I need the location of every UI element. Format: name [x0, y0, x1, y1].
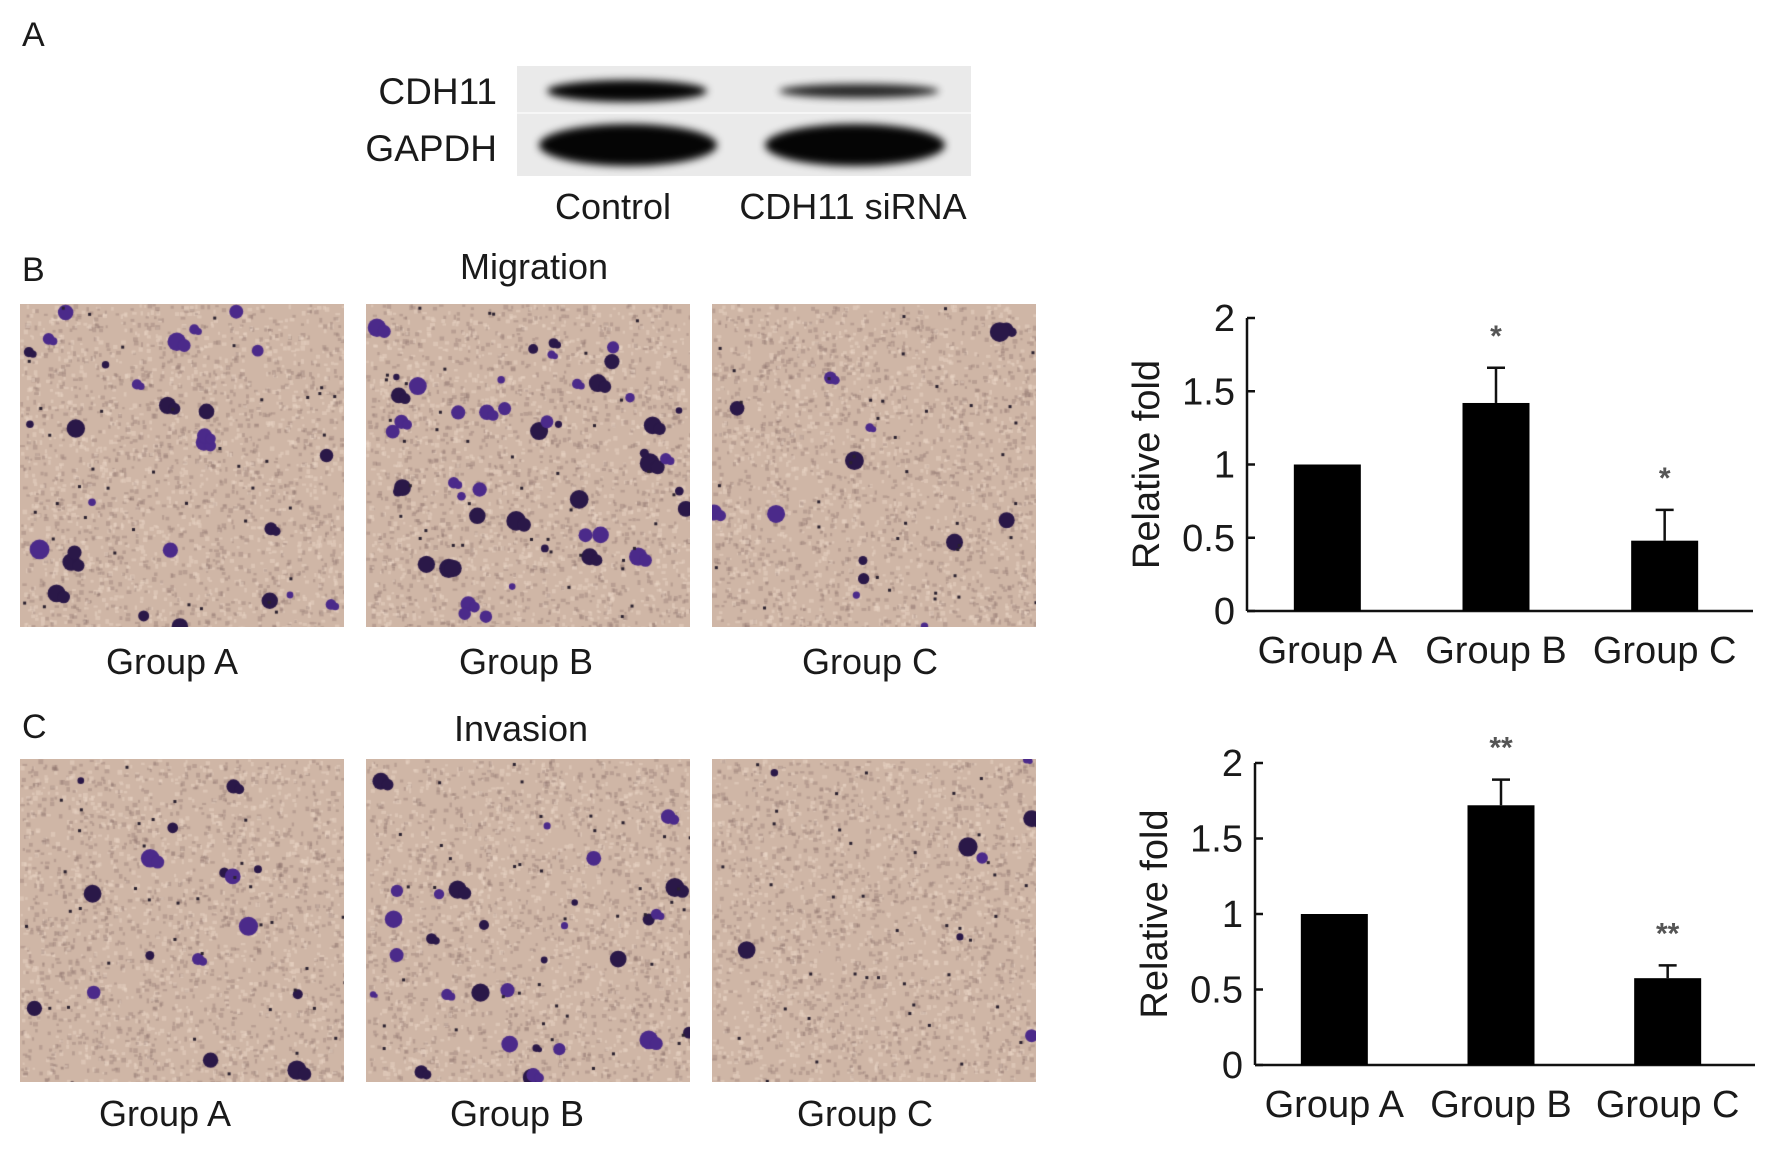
migration-image-group-a: [20, 304, 344, 627]
bar-group-c: [1634, 978, 1702, 1065]
band-gapdh-sirna: [765, 124, 945, 166]
significance-marker: *: [1659, 462, 1671, 495]
western-blot-image: [517, 66, 971, 176]
x-tick-label: Group C: [1593, 630, 1737, 672]
significance-marker: **: [1656, 917, 1680, 950]
invasion-label-group-b: Group B: [449, 1093, 585, 1134]
x-tick-label: Group B: [1430, 1084, 1572, 1126]
y-tick-label: 0.5: [1190, 970, 1243, 1012]
panel-label-c: C: [22, 708, 47, 746]
migration-image-group-c: [712, 304, 1036, 627]
x-tick-label: Group A: [1258, 630, 1398, 672]
panel-label-a: A: [22, 16, 45, 54]
micrograph-texture: [712, 759, 1036, 1082]
invasion-title: Invasion: [453, 708, 589, 749]
chart-c: 0 0.5 1 1.5 2 Relative fold Group A ** Group B **…: [1134, 732, 1755, 1126]
band-cdh11-control: [547, 80, 707, 102]
migration-label-group-b: Group B: [458, 641, 594, 682]
y-tick-label: 2: [1214, 298, 1235, 340]
micrograph-texture: [712, 304, 1036, 627]
y-tick-label: 0: [1214, 591, 1235, 633]
x-tick-label: Group C: [1596, 1084, 1740, 1126]
band-gapdh-control: [539, 124, 717, 166]
y-tick-label: 0.5: [1182, 518, 1235, 560]
y-tick-label: 1.5: [1190, 819, 1243, 861]
significance-marker: *: [1490, 320, 1502, 353]
blot-row-label-cdh11: CDH11: [378, 71, 497, 112]
chart-b: 0 0.5 1 1.5 2 Relative fold Group A * Group B * Gr…: [1126, 298, 1753, 672]
migration-label-group-c: Group C: [801, 641, 939, 682]
migration-title: Migration: [459, 246, 609, 287]
y-axis-label: Relative fold: [1134, 809, 1176, 1018]
invasion-label-group-a: Group A: [98, 1093, 232, 1134]
bar-group-a: [1300, 914, 1368, 1065]
panel-label-b: B: [22, 251, 45, 289]
invasion-image-group-c: [712, 759, 1036, 1082]
bar-group-c: [1631, 540, 1699, 611]
invasion-image-group-b: [366, 759, 690, 1082]
invasion-image-group-a: [20, 759, 344, 1082]
bar-group-a: [1293, 464, 1361, 611]
invasion-label-group-c: Group C: [796, 1093, 934, 1134]
lane-label-sirna: CDH11 siRNA: [739, 186, 967, 227]
micrograph-texture: [20, 304, 344, 627]
y-tick-label: 1.5: [1182, 371, 1235, 413]
significance-marker: **: [1489, 732, 1513, 765]
blot-row-label-gapdh: GAPDH: [365, 128, 497, 169]
micrograph-texture: [366, 304, 690, 627]
band-cdh11-sirna: [779, 84, 939, 98]
blot-divider: [517, 112, 971, 114]
y-tick-label: 1: [1214, 445, 1235, 487]
micrograph-texture: [366, 759, 690, 1082]
y-tick-label: 1: [1222, 894, 1243, 936]
bar-group-b: [1467, 805, 1535, 1065]
lane-label-control: Control: [554, 186, 672, 227]
x-tick-label: Group A: [1265, 1084, 1405, 1126]
y-tick-label: 0: [1222, 1045, 1243, 1087]
y-tick-label: 2: [1222, 743, 1243, 785]
bar-group-b: [1462, 402, 1530, 611]
migration-label-group-a: Group A: [105, 641, 239, 682]
x-tick-label: Group B: [1425, 630, 1567, 672]
migration-image-group-b: [366, 304, 690, 627]
micrograph-texture: [20, 759, 344, 1082]
y-axis-label: Relative fold: [1126, 360, 1168, 569]
